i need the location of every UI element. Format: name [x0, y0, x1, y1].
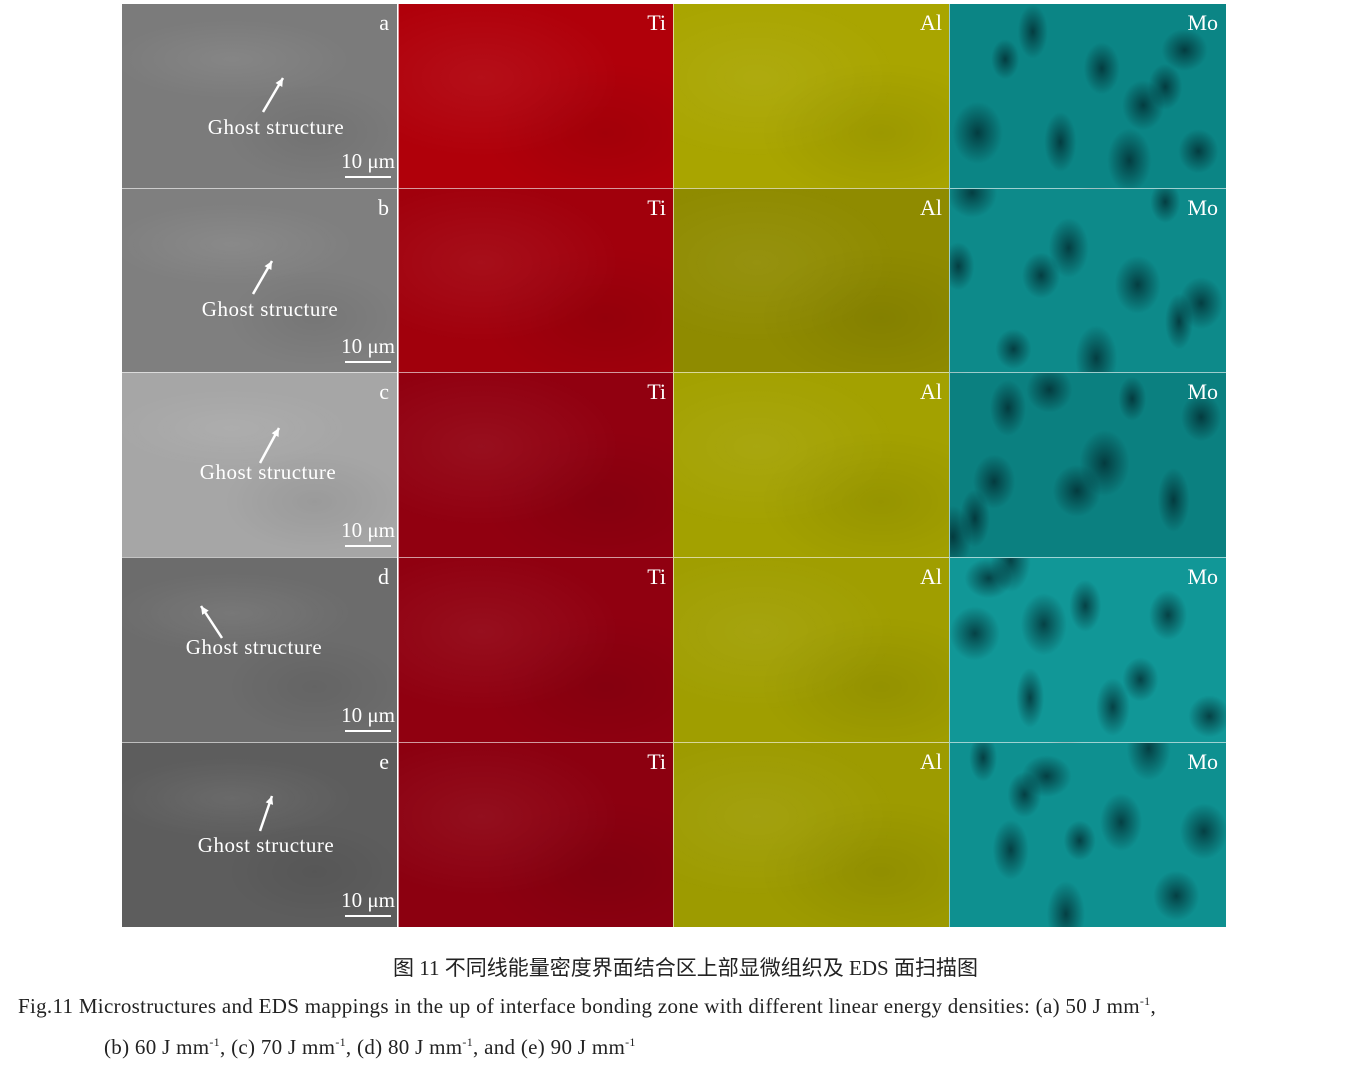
panel-letter: c — [379, 379, 389, 404]
caption-text: , — [1150, 994, 1157, 1018]
caption-text: , (c) 70 J mm — [220, 1035, 336, 1059]
element-label: Ti — [647, 195, 666, 220]
superscript: -1 — [1139, 994, 1151, 1008]
element-label: Mo — [1187, 379, 1218, 404]
scale-bar-label: 10 μm — [341, 888, 395, 912]
caption-text: , (d) 80 J mm — [345, 1035, 463, 1059]
element-label: Ti — [647, 10, 666, 35]
caption-chinese: 图 11 不同线能量密度界面结合区上部显微组织及 EDS 面扫描图 — [393, 956, 978, 980]
scale-bar-label: 10 μm — [341, 703, 395, 727]
scale-bar-label: 10 μm — [341, 518, 395, 542]
ti-eds-map-b: Ti — [398, 188, 674, 373]
scale-bar: 10 μm — [341, 703, 395, 732]
sem-micrograph-a: a Ghost structure 10 μm — [122, 4, 397, 188]
element-label: Mo — [1187, 10, 1218, 35]
element-label: Mo — [1187, 564, 1218, 589]
ghost-structure-label: Ghost structure — [207, 115, 345, 139]
panel-letter: b — [378, 195, 389, 220]
arrow-icon — [258, 795, 274, 832]
caption-english-line2: (b) 60 J mm-1, (c) 70 J mm-1, (d) 80 J m… — [104, 1035, 636, 1060]
ti-eds-map-e: Ti — [398, 742, 674, 927]
scale-bar-label: 10 μm — [341, 149, 395, 173]
ti-eds-map-c: Ti — [398, 372, 674, 557]
mo-eds-map-a: Mo — [949, 4, 1226, 188]
sem-micrograph-d: d Ghost structure 10 μm — [122, 557, 397, 742]
element-label: Al — [920, 195, 942, 220]
superscript: -1 — [209, 1035, 220, 1049]
ti-eds-map-d: Ti — [398, 557, 674, 742]
scale-bar: 10 μm — [341, 518, 395, 547]
ti-eds-map-a: Ti — [398, 4, 674, 188]
ghost-structure-label: Ghost structure — [201, 297, 339, 321]
al-eds-map-c: Al — [673, 372, 950, 557]
superscript: -1 — [462, 1035, 474, 1049]
al-eds-map-a: Al — [673, 4, 950, 188]
element-label: Al — [920, 10, 942, 35]
arrow-icon — [199, 605, 224, 639]
mo-eds-map-d: Mo — [949, 557, 1226, 742]
sem-micrograph-b: b Ghost structure 10 μm — [122, 188, 397, 373]
element-label: Ti — [647, 749, 666, 774]
scale-bar-line — [345, 730, 391, 732]
element-label: Mo — [1187, 195, 1218, 220]
arrow-icon — [261, 77, 285, 113]
scale-bar-line — [345, 176, 391, 178]
caption-english-line1: Fig.11 Microstructures and EDS mappings … — [18, 994, 1156, 1019]
element-label: Ti — [647, 564, 666, 589]
caption-text: (b) 60 J mm — [104, 1035, 210, 1059]
caption-text: Fig.11 Microstructures and EDS mappings … — [18, 994, 1140, 1018]
caption-text: , and (e) 90 J mm — [473, 1035, 626, 1059]
ghost-structure-label: Ghost structure — [199, 460, 337, 484]
element-label: Al — [920, 749, 942, 774]
scale-bar: 10 μm — [341, 149, 395, 178]
scale-bar-line — [345, 361, 391, 363]
element-label: Al — [920, 379, 942, 404]
arrow-icon — [251, 260, 274, 295]
panel-letter: a — [379, 10, 389, 35]
al-eds-map-d: Al — [673, 557, 950, 742]
panel-letter: d — [378, 564, 389, 589]
scale-bar-label: 10 μm — [341, 334, 395, 358]
element-label: Mo — [1187, 749, 1218, 774]
figure-panel-grid: a Ghost structure 10 μm Ti Al Mo b Ghost struct… — [122, 4, 1226, 927]
element-label: Ti — [647, 379, 666, 404]
scale-bar: 10 μm — [341, 334, 395, 363]
arrow-icon — [258, 427, 281, 464]
sem-micrograph-c: c Ghost structure 10 μm — [122, 372, 397, 557]
mo-eds-map-c: Mo — [949, 372, 1226, 557]
mo-eds-map-e: Mo — [949, 742, 1226, 927]
al-eds-map-b: Al — [673, 188, 950, 373]
scale-bar-line — [345, 545, 391, 547]
element-label: Al — [920, 564, 942, 589]
superscript: -1 — [625, 1035, 636, 1049]
scale-bar: 10 μm — [341, 888, 395, 917]
panel-letter: e — [379, 749, 389, 774]
al-eds-map-e: Al — [673, 742, 950, 927]
ghost-structure-label: Ghost structure — [197, 833, 335, 857]
superscript: -1 — [335, 1035, 346, 1049]
ghost-structure-label: Ghost structure — [185, 635, 323, 659]
sem-micrograph-e: e Ghost structure 10 μm — [122, 742, 397, 927]
scale-bar-line — [345, 915, 391, 917]
mo-eds-map-b: Mo — [949, 188, 1226, 373]
